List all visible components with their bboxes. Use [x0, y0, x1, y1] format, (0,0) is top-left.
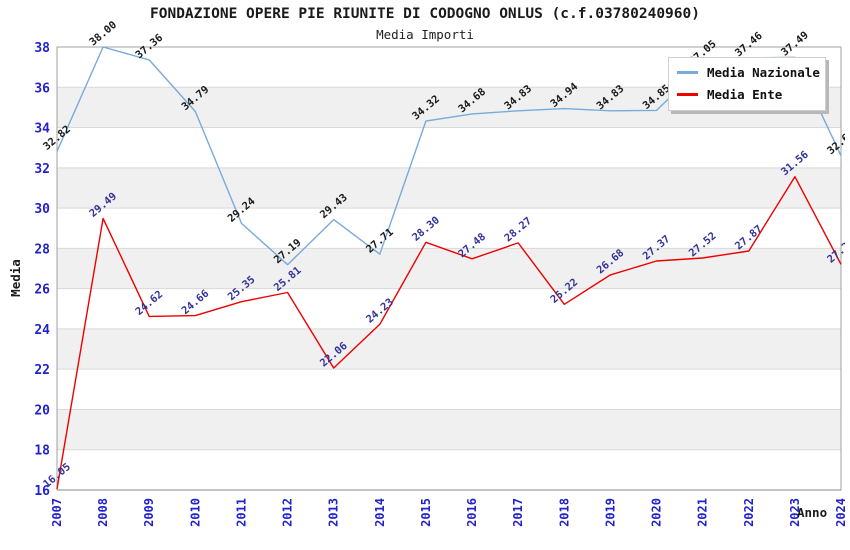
- grid-band: [57, 288, 841, 329]
- grid-band: [57, 449, 841, 490]
- y-tick-label: 28: [34, 242, 50, 257]
- x-tick-label: 2019: [603, 498, 617, 527]
- y-tick-label: 32: [34, 162, 50, 177]
- x-tick-label: 2014: [373, 498, 387, 527]
- y-tick-label: 24: [34, 323, 50, 338]
- legend-swatch-ente-icon: [677, 93, 698, 96]
- y-tick-label: 36: [34, 81, 50, 96]
- x-tick-label: 2021: [696, 498, 710, 527]
- x-tick-label: 2018: [557, 498, 571, 527]
- y-tick-label: 18: [34, 444, 50, 459]
- legend-label-ente: Media Ente: [707, 87, 783, 102]
- y-tick-label: 38: [34, 41, 50, 56]
- x-tick-label: 2013: [327, 498, 341, 527]
- x-tick-label: 2007: [50, 498, 64, 527]
- x-tick-label: 2008: [96, 498, 110, 527]
- axis-label-media: Media: [8, 259, 23, 297]
- grid-band: [57, 248, 841, 289]
- x-tick-label: 2022: [742, 498, 756, 527]
- chart-subtitle: Media Importi: [376, 27, 474, 42]
- x-tick-label: 2017: [511, 498, 525, 527]
- grid-band: [57, 369, 841, 410]
- y-tick-label: 16: [34, 484, 50, 499]
- y-tick-label: 20: [34, 403, 50, 418]
- x-tick-label: 2010: [188, 498, 202, 527]
- x-tick-label: 2011: [234, 498, 248, 527]
- legend-item-media-nazionale: Media Nazionale: [677, 65, 820, 80]
- x-tick-label: 2020: [650, 498, 664, 527]
- x-tick-label: 2024: [834, 498, 848, 527]
- grid-band: [57, 167, 841, 209]
- data-point-label: 38.00: [87, 19, 119, 49]
- grid-band: [57, 208, 841, 249]
- grid-band: [57, 409, 841, 450]
- x-tick-label: 2009: [142, 498, 156, 527]
- grid-band: [57, 127, 841, 168]
- grid-band: [57, 328, 841, 370]
- legend-swatch-nazionale-icon: [677, 71, 698, 74]
- legend-label-nazionale: Media Nazionale: [707, 65, 820, 80]
- y-tick-label: 30: [34, 202, 50, 217]
- x-tick-label: 2023: [788, 498, 802, 527]
- y-tick-label: 34: [34, 122, 50, 137]
- x-tick-label: 2015: [419, 498, 433, 527]
- series-line-media-ente: [56, 175, 842, 490]
- x-tick-label: 2012: [281, 498, 295, 527]
- y-tick-label: 22: [34, 363, 50, 378]
- axis-label-anno: Anno: [797, 505, 827, 520]
- chart-title: FONDAZIONE OPERE PIE RIUNITE DI CODOGNO …: [150, 6, 700, 22]
- x-tick-label: 2016: [465, 498, 479, 527]
- y-tick-label: 26: [34, 283, 50, 298]
- legend-item-media-ente: Media Ente: [677, 87, 817, 102]
- legend: Media Nazionale Media Ente: [668, 57, 826, 111]
